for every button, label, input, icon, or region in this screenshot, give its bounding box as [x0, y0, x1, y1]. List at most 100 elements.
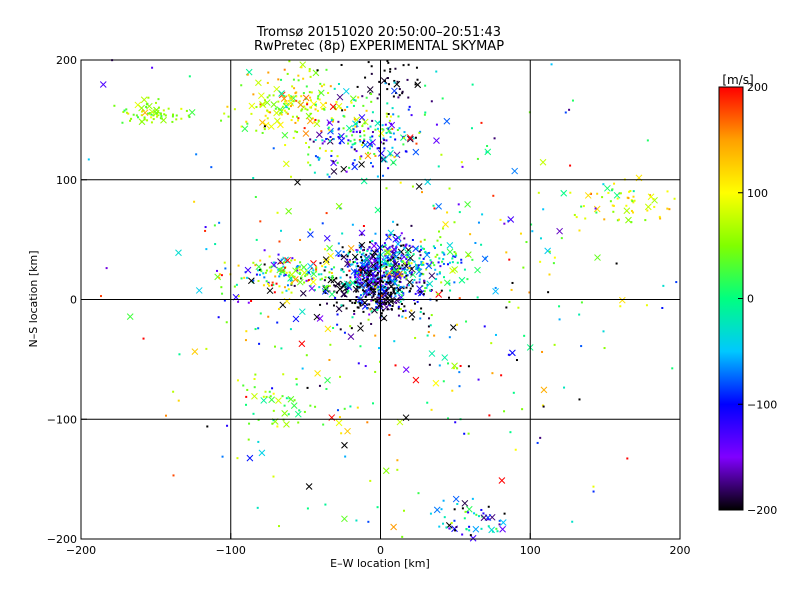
data-point: [323, 83, 326, 86]
data-point-cross: [340, 290, 348, 298]
data-point: [302, 92, 305, 95]
data-point: [400, 303, 403, 306]
data-point: [389, 279, 392, 282]
data-point: [386, 88, 389, 91]
data-point: [380, 284, 383, 287]
data-point: [582, 205, 585, 208]
data-point: [370, 249, 373, 252]
data-point: [374, 290, 377, 293]
data-point: [394, 252, 397, 255]
data-point: [365, 289, 368, 292]
data-point-cross: [498, 477, 506, 484]
data-point: [152, 118, 155, 121]
data-point: [275, 282, 278, 285]
data-point: [277, 100, 280, 103]
data-point: [613, 182, 616, 185]
data-point-cross: [364, 152, 372, 160]
data-point: [389, 258, 392, 261]
data-point: [389, 275, 392, 278]
data-point: [360, 253, 363, 256]
data-point-cross: [423, 251, 431, 259]
data-point: [363, 130, 366, 133]
data-point: [404, 316, 407, 319]
data-point-cross: [284, 256, 291, 264]
data-point: [279, 261, 282, 264]
data-point: [391, 300, 394, 303]
data-point: [495, 527, 498, 530]
data-point: [385, 263, 388, 266]
data-point: [420, 307, 423, 310]
data-point: [283, 266, 286, 269]
data-point: [324, 149, 327, 152]
data-point: [393, 79, 396, 82]
data-point-cross: [392, 260, 399, 268]
data-point-cross: [324, 325, 332, 333]
data-point: [389, 136, 392, 139]
data-point: [402, 244, 405, 247]
data-point: [394, 364, 397, 367]
data-point-cross: [387, 229, 395, 237]
data-point: [245, 395, 248, 398]
data-point-cross: [472, 525, 480, 533]
data-point: [373, 281, 376, 284]
data-point: [245, 403, 248, 406]
data-point: [404, 244, 407, 247]
data-point-cross: [644, 203, 652, 211]
data-point: [467, 254, 470, 257]
data-point: [346, 255, 349, 258]
data-point-cross: [509, 349, 516, 357]
data-point: [376, 97, 379, 100]
data-point: [262, 395, 265, 398]
data-point-cross: [404, 249, 412, 257]
data-point: [282, 265, 285, 268]
data-point: [476, 157, 479, 160]
data-point: [353, 118, 356, 121]
data-point: [307, 279, 310, 282]
data-point: [414, 264, 417, 267]
data-point: [392, 95, 395, 98]
data-point: [258, 342, 261, 345]
data-point-cross: [393, 296, 400, 304]
data-point-cross: [374, 206, 382, 214]
data-point: [616, 197, 619, 200]
data-point: [396, 269, 399, 272]
data-point: [210, 166, 213, 169]
data-point: [294, 92, 297, 95]
data-point: [270, 265, 273, 268]
data-point: [355, 519, 358, 522]
data-point: [360, 259, 363, 262]
data-point: [525, 241, 528, 244]
data-point: [385, 281, 388, 284]
data-point: [480, 527, 483, 530]
data-point: [337, 242, 340, 245]
data-point: [268, 255, 271, 258]
data-point: [383, 139, 386, 142]
data-point: [337, 82, 340, 85]
data-point: [388, 265, 391, 268]
data-point: [269, 111, 272, 114]
data-point-cross: [335, 305, 343, 313]
data-point: [448, 296, 451, 299]
data-point: [560, 237, 563, 240]
data-point: [129, 119, 132, 122]
data-point: [354, 125, 357, 128]
data-point: [463, 517, 466, 520]
data-point: [429, 324, 432, 327]
data-point: [355, 125, 358, 128]
data-point: [376, 261, 379, 264]
data-point: [391, 127, 394, 130]
data-point: [411, 185, 414, 188]
data-point-cross: [305, 112, 313, 120]
data-point: [338, 283, 341, 286]
data-point: [298, 268, 301, 271]
data-point-cross: [359, 266, 367, 273]
data-point: [383, 69, 386, 72]
data-point: [387, 61, 390, 64]
data-point: [317, 158, 320, 161]
data-point: [542, 208, 545, 211]
data-point: [361, 125, 364, 128]
data-point: [467, 511, 470, 514]
data-point: [422, 261, 425, 264]
data-point: [188, 75, 191, 78]
data-point: [377, 294, 380, 297]
